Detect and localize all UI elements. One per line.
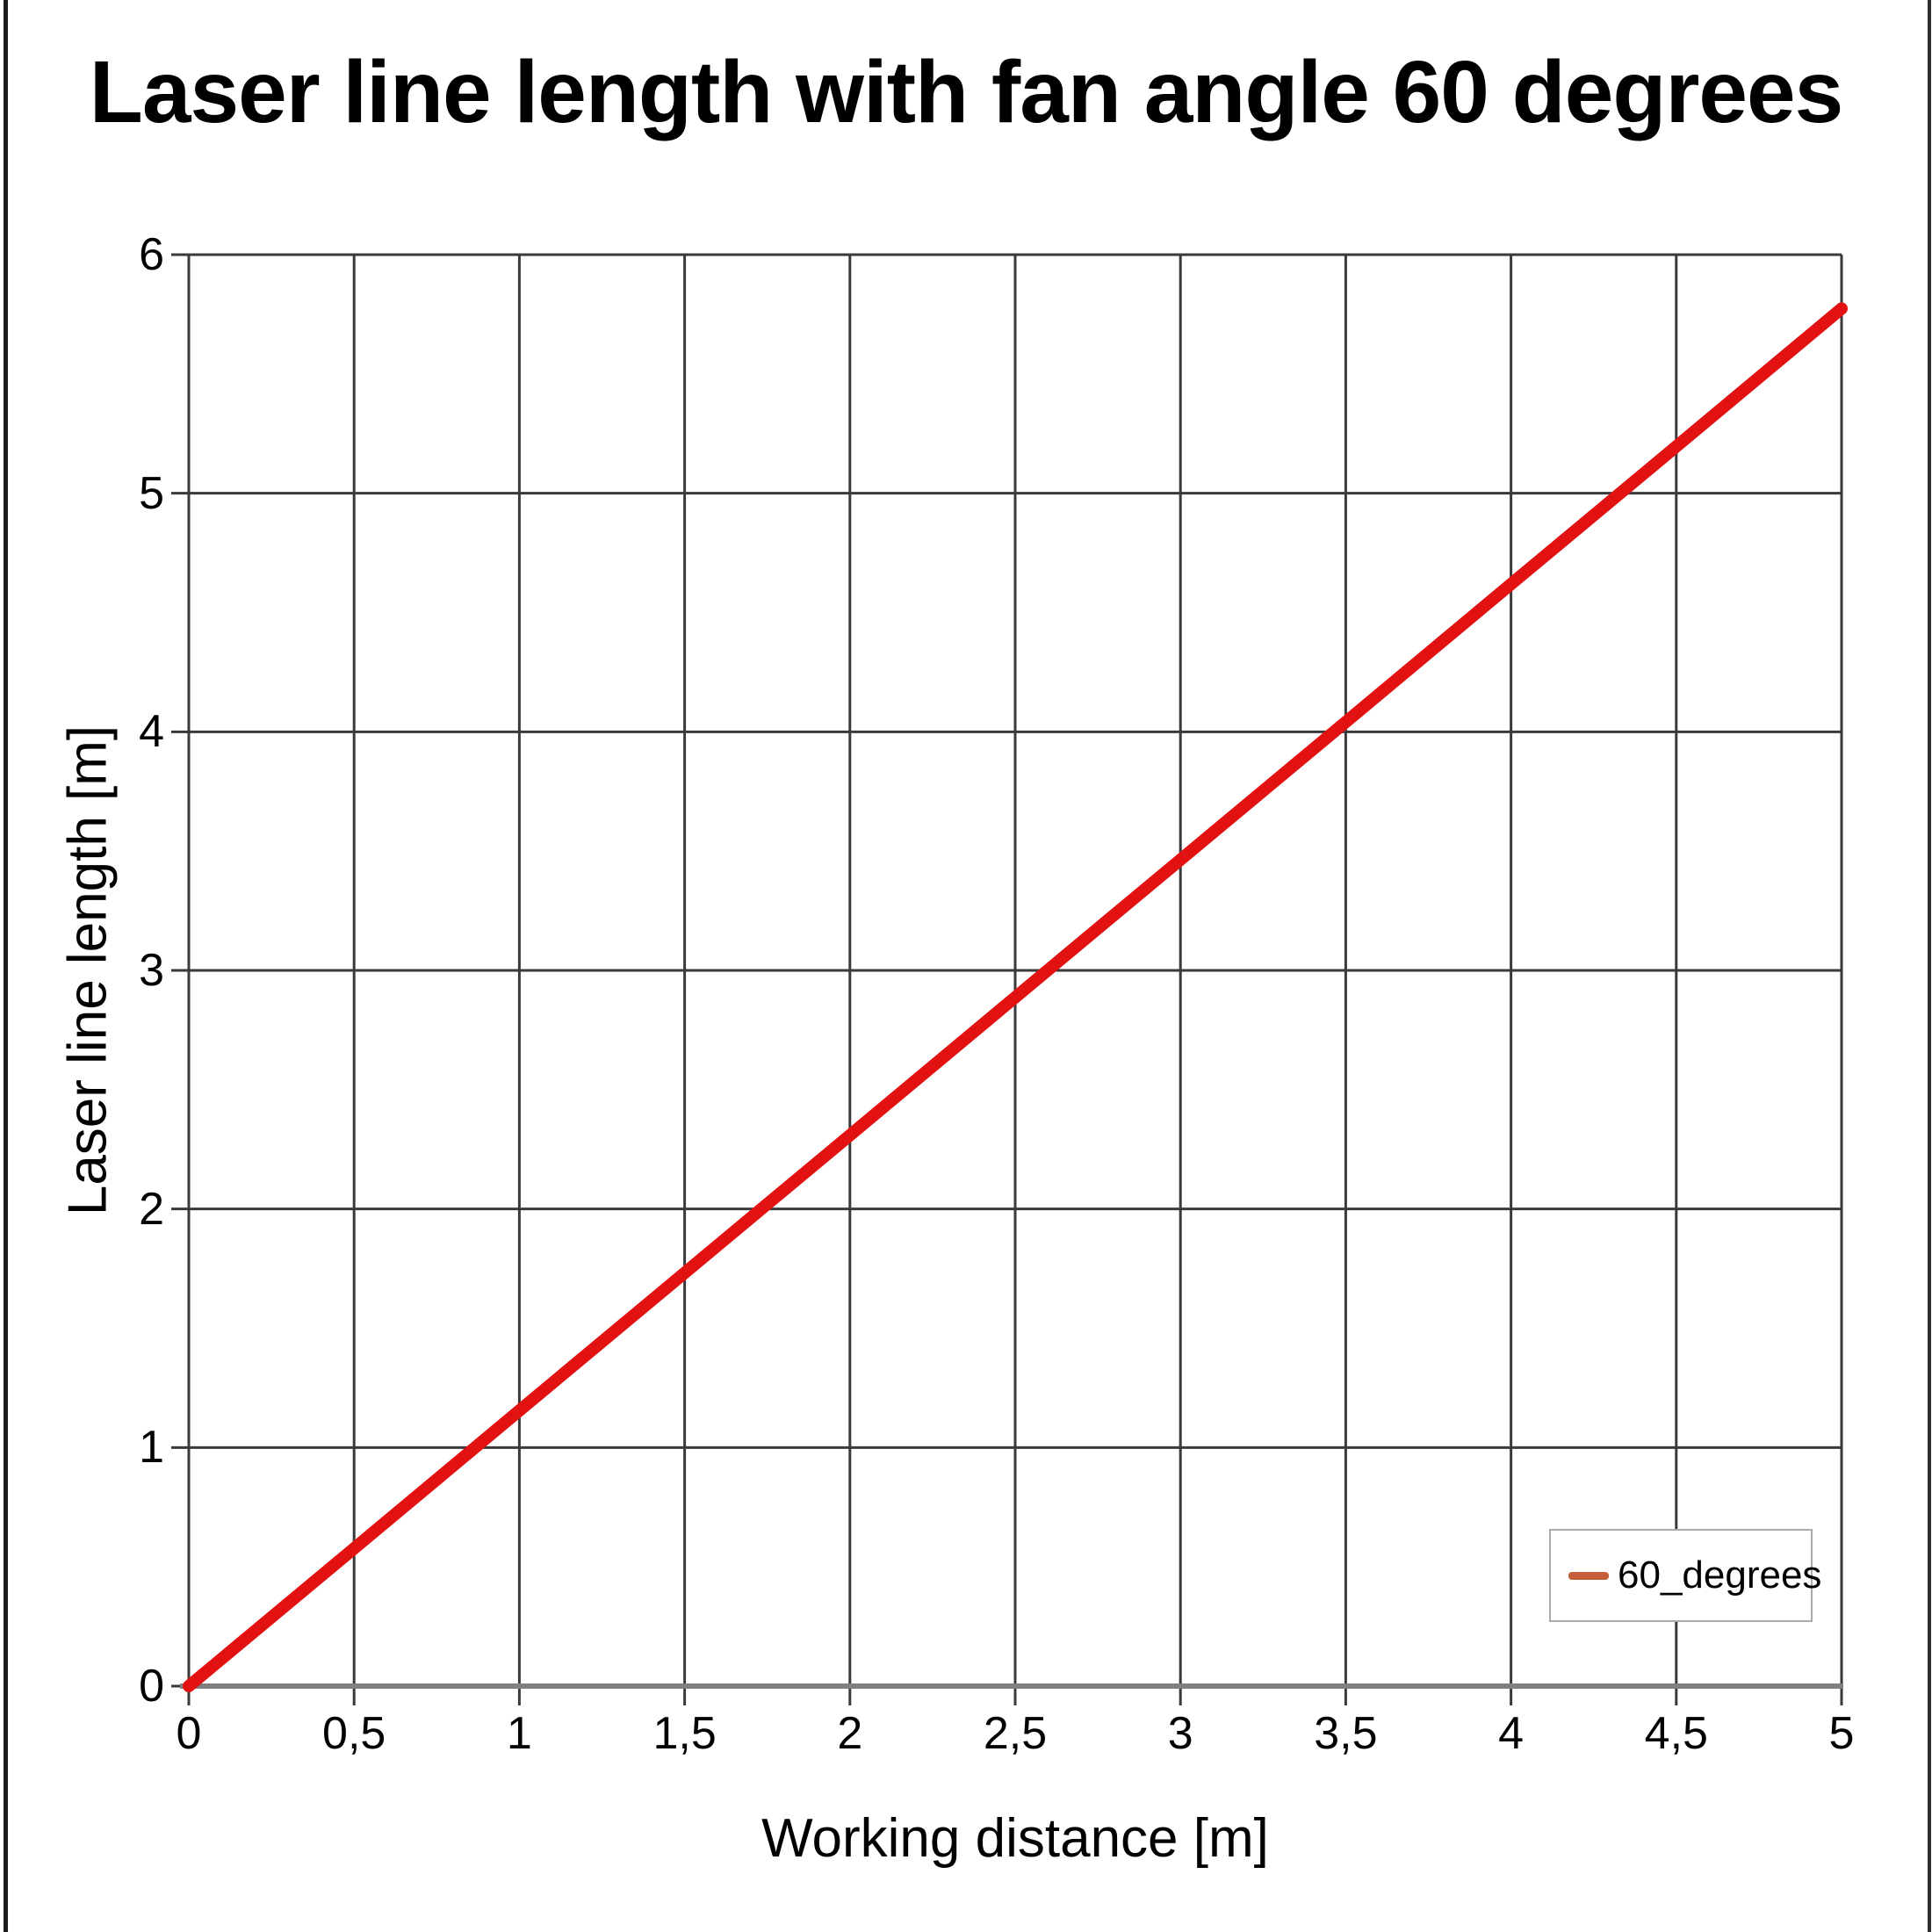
x-tick-label: 3,5 bbox=[1314, 1708, 1378, 1759]
legend-line-marker-icon bbox=[1568, 1571, 1609, 1580]
x-tick-label: 0 bbox=[176, 1708, 202, 1759]
x-tick-label: 1,5 bbox=[652, 1708, 717, 1759]
y-axis-title: Laser line length [m] bbox=[57, 724, 119, 1216]
y-tick-label: 2 bbox=[139, 1183, 164, 1235]
page-right-border bbox=[1928, 0, 1931, 1932]
page-left-border bbox=[4, 0, 8, 1932]
y-tick-label: 1 bbox=[139, 1422, 164, 1474]
x-axis-title: Working distance [m] bbox=[761, 1808, 1269, 1869]
series-line-60_degrees bbox=[183, 302, 1848, 1692]
y-tick-label: 6 bbox=[139, 229, 164, 280]
y-tick-label: 4 bbox=[139, 706, 164, 758]
x-tick-label: 2,5 bbox=[983, 1708, 1048, 1759]
x-tick-label: 0,5 bbox=[322, 1708, 386, 1759]
legend-entry-label: 60_degrees bbox=[1618, 1554, 1822, 1597]
legend: 60_degrees bbox=[1549, 1529, 1821, 1622]
y-tick-label: 5 bbox=[139, 467, 164, 519]
x-tick-label: 3 bbox=[1167, 1708, 1193, 1759]
chart-title: Laser line length with fan angle 60 degr… bbox=[89, 43, 1843, 141]
x-tick-label: 1 bbox=[506, 1708, 532, 1759]
x-tick-label: 5 bbox=[1828, 1708, 1855, 1759]
x-tick-label: 2 bbox=[837, 1708, 863, 1759]
y-tick-label: 3 bbox=[139, 945, 164, 996]
y-tick-label: 0 bbox=[139, 1661, 164, 1712]
x-tick-label: 4 bbox=[1498, 1708, 1525, 1759]
x-tick-label: 4,5 bbox=[1644, 1708, 1708, 1759]
